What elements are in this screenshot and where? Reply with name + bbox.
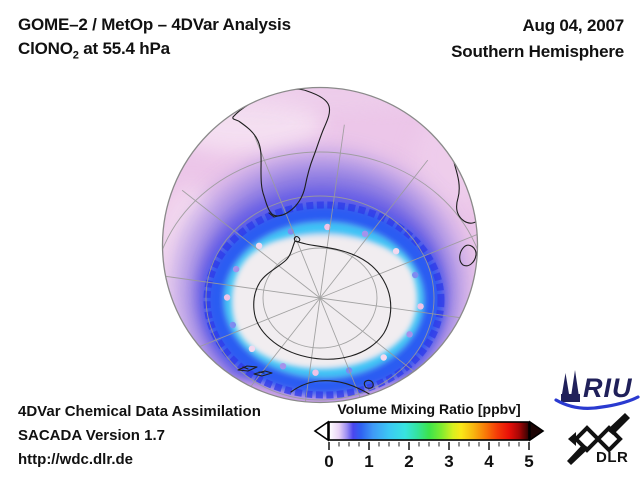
dlr-emblem-icon (567, 413, 630, 465)
tick-label-4: 4 (484, 452, 494, 471)
plot-title: GOME–2 / MetOp – 4DVar Analysis ClONO2 a… (18, 13, 291, 67)
wdc-url-link[interactable]: http://wdc.dlr.de (18, 451, 133, 468)
antarctica-outline (253, 240, 392, 360)
colorbar: Volume Mixing Ratio [ppbv] 0 1 2 3 4 5 (313, 401, 545, 471)
title-line1: GOME–2 / MetOp – 4DVar Analysis (18, 15, 291, 34)
riu-logo: RIU (554, 370, 640, 410)
new-zealand-outline (237, 365, 273, 377)
colorbar-tick-labels: 0 1 2 3 4 5 (313, 452, 545, 471)
madagascar-outline (459, 244, 477, 267)
tick-label-3: 3 (444, 452, 454, 471)
tick-label-2: 2 (404, 452, 414, 471)
colorbar-gradient-bar (328, 421, 530, 441)
pressure-level-label: at 55.4 hPa (78, 39, 170, 58)
riu-wave-icon (554, 395, 640, 410)
cathedral-icon (561, 370, 580, 402)
credits-block: 4DVar Chemical Data Assimilation SACADA … (18, 400, 261, 472)
australia-south-coast (290, 380, 372, 396)
compound-label: ClONO (18, 39, 73, 58)
compound-subscript: 2 (72, 49, 79, 62)
dlr-logo-text: DLR (596, 449, 628, 466)
tierra-del-fuego (268, 212, 283, 218)
riu-logo-text: RIU (583, 373, 633, 403)
colorbar-underflow-arrow-icon (313, 420, 329, 442)
date-label: Aug 04, 2007 (522, 16, 624, 35)
globe-rim (161, 86, 479, 404)
date-block: Aug 04, 2007 Southern Hemisphere (451, 13, 624, 65)
hemisphere-label: Southern Hemisphere (451, 42, 624, 61)
dlr-logo: DLR (567, 413, 630, 466)
version-label: SACADA Version 1.7 (18, 427, 165, 444)
coastlines (232, 88, 478, 396)
tick-label-5: 5 (524, 452, 534, 471)
vortex-edge-speckles (223, 223, 424, 376)
title-line2: ClONO2 at 55.4 hPa (18, 37, 291, 67)
tasmania-outline (363, 379, 374, 389)
south-america-outline (232, 88, 331, 217)
colorbar-overflow-arrow-icon (529, 420, 545, 442)
tick-label-1: 1 (364, 452, 374, 471)
assimilation-label: 4DVar Chemical Data Assimilation (18, 403, 261, 420)
colorbar-ticks (328, 442, 530, 450)
antarctic-peninsula (293, 236, 301, 243)
tick-label-0: 0 (324, 452, 334, 471)
colorbar-title: Volume Mixing Ratio [ppbv] (337, 401, 521, 417)
colorbar-scale (313, 420, 545, 450)
